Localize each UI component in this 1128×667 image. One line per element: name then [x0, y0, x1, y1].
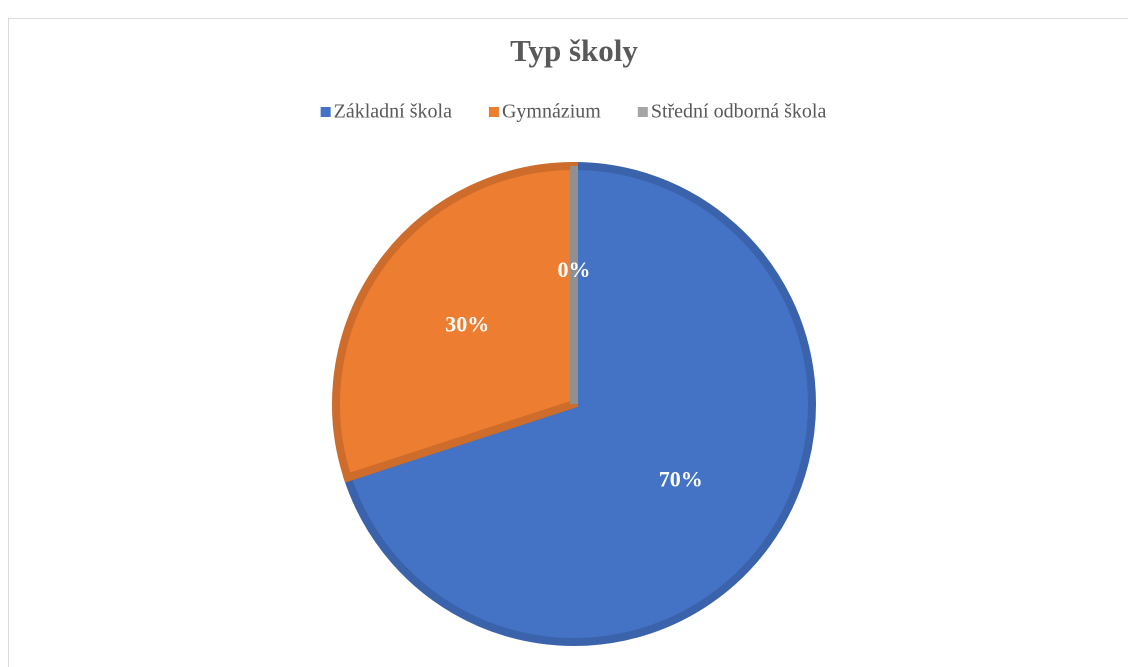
legend-label: Základní škola: [334, 101, 452, 123]
data-label: 30%: [445, 311, 489, 336]
chart-title: Typ školy: [510, 33, 638, 68]
legend-swatch: [637, 107, 648, 117]
data-label: 70%: [659, 467, 703, 492]
legend-label: Střední odborná škola: [651, 101, 827, 123]
legend-label: Gymnázium: [502, 101, 601, 123]
legend-swatch: [320, 107, 331, 117]
legend-swatch: [488, 107, 499, 117]
pie-slice: [332, 161, 578, 483]
data-label: 0%: [558, 257, 591, 282]
pie-slice: [342, 161, 816, 646]
